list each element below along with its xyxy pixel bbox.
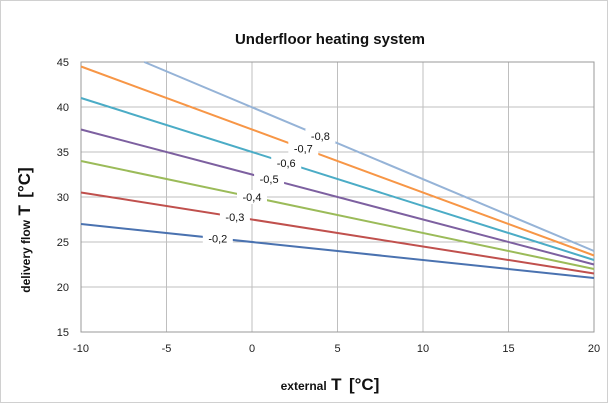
series-label-background	[254, 172, 285, 186]
y-tick-label: 20	[57, 282, 69, 294]
y-axis-label-unit: [°C]	[15, 167, 34, 197]
x-axis-label-prefix: external	[281, 379, 327, 393]
series-label: -0,2	[208, 233, 227, 245]
series-label: -0,4	[243, 192, 262, 204]
y-tick-label: 35	[57, 147, 69, 159]
series-label-background	[288, 141, 319, 156]
y-axis-label: delivery flow T [°C]	[15, 167, 34, 292]
tick-labels: -10 -5 0 5 10 15 20 15 20 25 30 35 40 45	[57, 57, 600, 355]
series-label-background	[305, 129, 336, 144]
x-tick-label: 15	[502, 343, 514, 355]
x-tick-label: -10	[73, 343, 89, 355]
series-labels: -0,2 -0,3 -0,4 -0,5 -0,6 -0,7-0,8	[202, 129, 336, 246]
x-tick-label: 20	[588, 343, 600, 355]
series-label: -0,5	[260, 174, 279, 186]
y-axis-label-main: T	[15, 205, 34, 216]
series-label-background	[219, 209, 250, 224]
x-axis-label-main: T	[331, 375, 342, 394]
series-label: -0,7	[294, 143, 313, 155]
series-line	[80, 128, 595, 266]
x-tick-label: 0	[249, 343, 255, 355]
series-line	[80, 223, 595, 279]
x-axis-label-unit: [°C]	[349, 375, 379, 394]
series-label: -0,3	[225, 212, 244, 224]
series-label-background	[271, 155, 302, 170]
x-tick-label: 5	[334, 343, 340, 355]
series-line	[80, 191, 595, 275]
y-tick-label: 25	[57, 237, 69, 249]
x-tick-label: -5	[162, 343, 172, 355]
y-axis-label-prefix: delivery flow	[19, 219, 33, 292]
series-label-background	[237, 190, 267, 204]
series-lines	[80, 61, 595, 279]
y-tick-label: 15	[57, 327, 69, 339]
y-tick-label: 30	[57, 192, 69, 204]
series-line	[80, 97, 595, 261]
chart-title: Underfloor heating system	[235, 31, 425, 48]
series-line	[80, 160, 595, 270]
y-tick-label: 40	[57, 102, 69, 114]
series-label: -0,6	[277, 158, 296, 170]
plot-area-border	[80, 61, 595, 333]
series-line	[143, 61, 595, 252]
series-line	[80, 65, 595, 257]
x-axis-label: external T [°C]	[281, 375, 380, 394]
series-label: -0,8	[311, 131, 330, 143]
series-label-background	[202, 231, 233, 246]
y-tick-label: 45	[57, 57, 69, 69]
x-tick-label: 10	[417, 343, 429, 355]
